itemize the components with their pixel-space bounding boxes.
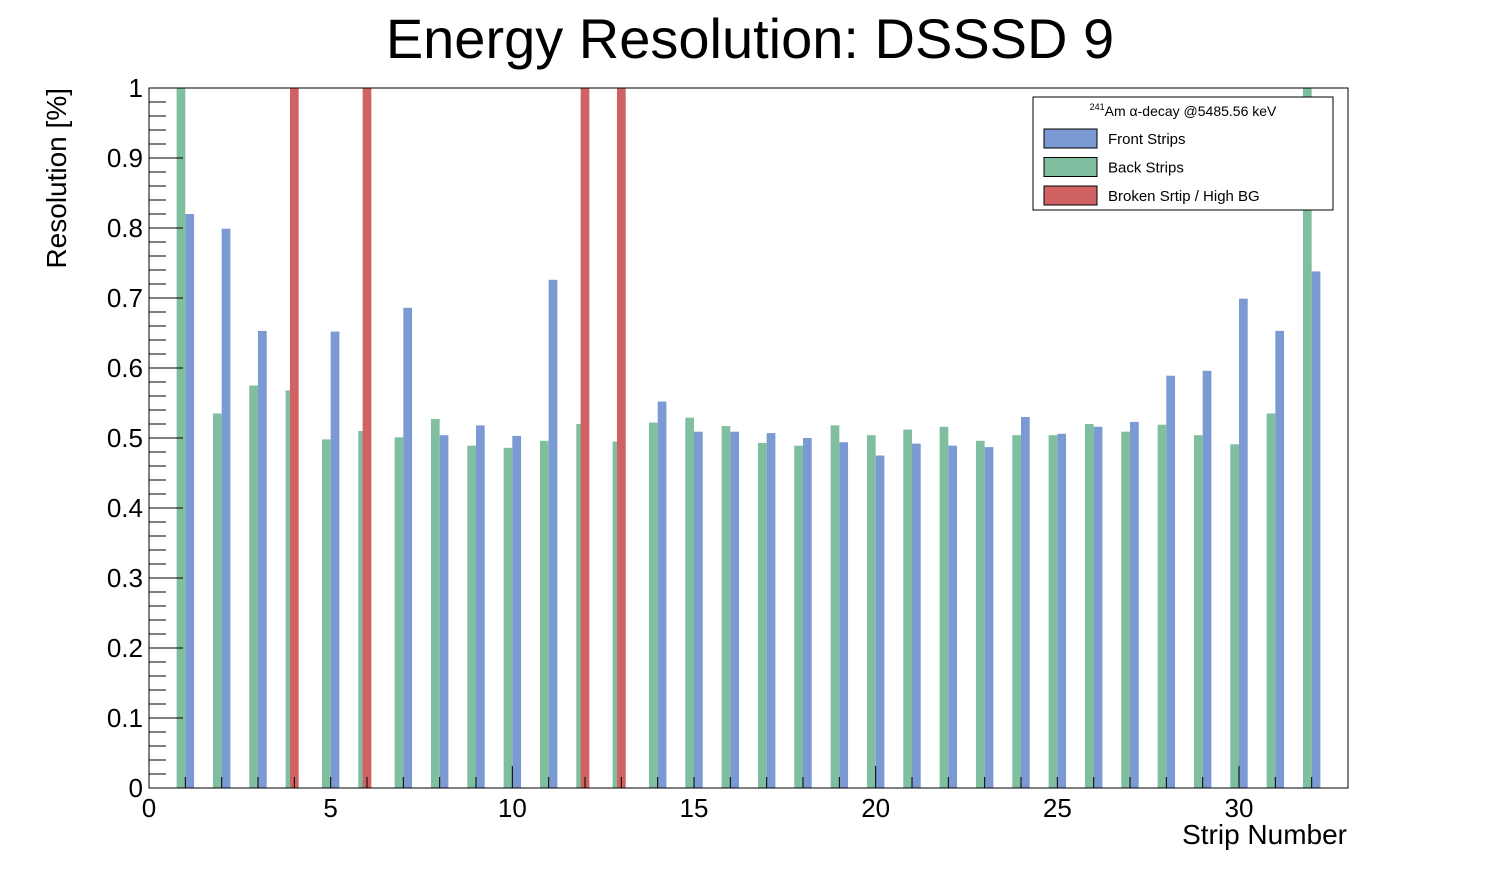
bar-series1-strip-8 <box>430 419 440 788</box>
bar-series0-strip-28 <box>1166 375 1176 788</box>
y-tick-label: 0.3 <box>107 563 143 593</box>
bar-series0-strip-31 <box>1275 330 1285 788</box>
y-axis-label: Resolution [%] <box>41 88 72 269</box>
bar-series0-strip-15 <box>694 431 703 788</box>
x-tick-label: 20 <box>861 793 890 823</box>
bar-series2-strip-13 <box>616 88 626 788</box>
bar-series0-strip-14 <box>657 401 667 788</box>
bar-series1-strip-3 <box>249 385 258 788</box>
series-0 <box>185 214 1321 788</box>
x-tick-label: 25 <box>1043 793 1072 823</box>
legend-label-1: Back Strips <box>1108 160 1184 177</box>
legend-header-superscript: 241 <box>1090 102 1105 112</box>
bar-series0-strip-9 <box>476 425 485 788</box>
bar-series1-strip-30 <box>1230 444 1239 788</box>
bar-series0-strip-8 <box>439 435 449 788</box>
bar-series1-strip-28 <box>1157 424 1167 788</box>
legend-entries: Front Strips Back Strips Broken Srtip / Hi… <box>1043 128 1260 206</box>
bar-series1-strip-27 <box>1121 431 1130 788</box>
bar-series0-strip-18 <box>803 438 812 788</box>
bar-series1-strip-23 <box>975 440 985 788</box>
series-2 <box>289 88 626 788</box>
legend-header: 241Am α-decay @5485.56 keV <box>1090 102 1277 119</box>
legend-label-2: Broken Srtip / High BG <box>1108 188 1260 205</box>
bar-series1-strip-15 <box>685 417 694 788</box>
y-tick-label: 0.8 <box>107 213 143 243</box>
bar-series0-strip-22 <box>948 445 958 788</box>
y-tick-label: 0.4 <box>107 493 143 523</box>
bars-layer <box>176 88 1321 788</box>
y-tick-label: 0.2 <box>107 633 143 663</box>
bar-series0-strip-24 <box>1021 417 1030 788</box>
bar-series1-strip-22 <box>939 426 949 788</box>
legend-swatch-2 <box>1043 185 1098 206</box>
bar-series1-strip-24 <box>1012 435 1021 788</box>
y-tick-label: 0.9 <box>107 143 143 173</box>
bar-series1-strip-17 <box>757 442 767 788</box>
x-axis-label: Strip Number <box>1182 819 1347 850</box>
bar-series1-strip-21 <box>903 429 912 788</box>
x-tick-label: 5 <box>323 793 337 823</box>
bar-series1-strip-31 <box>1266 413 1276 788</box>
bar-series1-strip-11 <box>539 440 549 788</box>
legend: 241Am α-decay @5485.56 keV Front Strips B… <box>1032 96 1334 211</box>
bar-series0-strip-30 <box>1239 298 1248 788</box>
bar-series0-strip-11 <box>548 279 558 788</box>
x-tick-label: 15 <box>680 793 709 823</box>
bar-series0-strip-21 <box>912 443 921 788</box>
legend-header-text: Am α-decay @5485.56 keV <box>1105 103 1277 119</box>
bar-series1-strip-20 <box>866 435 876 788</box>
chart-title: Energy Resolution: DSSSD 9 <box>386 7 1114 70</box>
bar-series1-strip-16 <box>721 426 731 788</box>
bar-series0-strip-23 <box>984 447 994 788</box>
bar-series1-strip-18 <box>794 445 803 788</box>
legend-swatch-1 <box>1043 157 1098 177</box>
y-tick-label: 0.6 <box>107 353 143 383</box>
bar-series1-strip-4 <box>285 390 295 788</box>
bar-series0-strip-16 <box>730 431 740 788</box>
bar-series0-strip-5 <box>330 331 340 788</box>
bar-series0-strip-2 <box>221 228 231 788</box>
bar-series0-strip-7 <box>403 307 413 788</box>
bar-series0-strip-29 <box>1202 370 1212 788</box>
ticks-layer: 00.10.20.30.40.50.60.70.80.910 5 10 15 20 25 3… <box>107 73 1349 823</box>
y-tick-label: 0.5 <box>107 423 143 453</box>
y-tick-label: 1 <box>129 73 143 103</box>
bar-series2-strip-12 <box>580 88 590 788</box>
bar-series1-strip-10 <box>503 447 513 788</box>
bar-series0-strip-19 <box>839 442 849 788</box>
x-tick-label: 10 <box>498 793 527 823</box>
bar-series0-strip-25 <box>1057 433 1067 788</box>
bar-series0-strip-1 <box>185 214 195 788</box>
bar-series1-strip-2 <box>212 413 222 788</box>
y-tick-label: 0.7 <box>107 283 143 313</box>
bar-series1-strip-5 <box>321 439 331 788</box>
bar-series1-strip-7 <box>394 437 404 788</box>
bar-series0-strip-20 <box>875 455 885 788</box>
bar-series0-strip-27 <box>1130 421 1139 788</box>
bar-series1-strip-9 <box>467 445 476 788</box>
legend-label-0: Front Strips <box>1108 131 1186 148</box>
bar-series0-strip-3 <box>258 330 267 788</box>
legend-swatch-0 <box>1043 128 1098 149</box>
bar-series1-strip-26 <box>1084 424 1094 788</box>
bar-series0-strip-10 <box>512 435 522 788</box>
y-tick-label: 0.1 <box>107 703 143 733</box>
bar-series1-strip-19 <box>830 425 840 788</box>
bar-series2-strip-4 <box>289 88 299 788</box>
bar-series0-strip-32 <box>1311 271 1321 788</box>
bar-series2-strip-6 <box>362 88 372 788</box>
x-tick-label: 30 <box>1225 793 1254 823</box>
x-tick-label: 0 <box>142 793 156 823</box>
bar-series0-strip-26 <box>1093 426 1103 788</box>
bar-series1-strip-14 <box>648 422 658 788</box>
bar-series1-strip-29 <box>1193 435 1203 788</box>
bar-series1-strip-25 <box>1048 435 1058 788</box>
y-tick-label: 0 <box>129 773 143 803</box>
bar-series0-strip-17 <box>766 433 776 788</box>
bar-series1-strip-32 <box>1302 88 1312 788</box>
